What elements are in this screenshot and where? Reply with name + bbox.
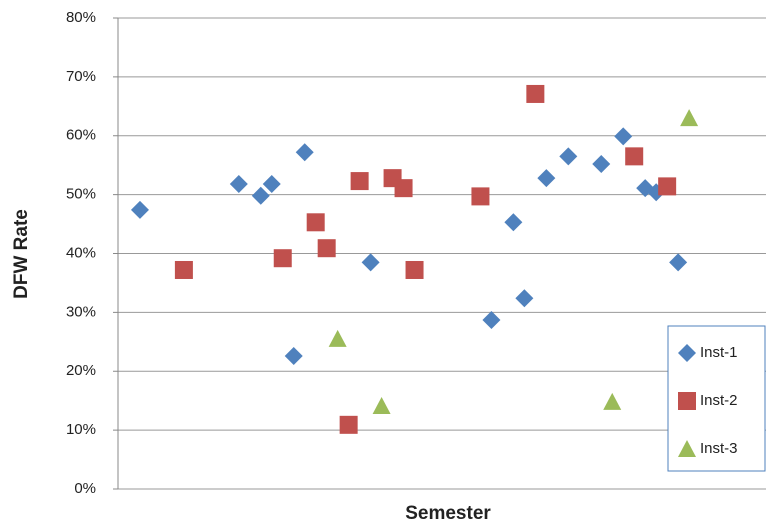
marker: [559, 147, 578, 166]
marker: [372, 396, 391, 414]
marker: [625, 147, 644, 166]
legend-marker: [678, 392, 696, 410]
legend-marker: [678, 440, 696, 457]
marker: [284, 346, 303, 365]
marker: [350, 172, 369, 191]
marker: [515, 289, 534, 308]
marker: [680, 109, 699, 127]
y-tick-label: 80%: [66, 9, 96, 26]
marker: [471, 187, 490, 206]
marker: [603, 392, 622, 410]
legend-label: Inst-2: [700, 392, 738, 409]
y-tick-label: 70%: [66, 68, 96, 85]
y-tick-label: 50%: [66, 186, 96, 203]
marker: [405, 260, 424, 279]
y-tick-label: 10%: [66, 421, 96, 438]
marker: [339, 415, 358, 434]
y-tick-label: 20%: [66, 362, 96, 379]
marker: [592, 155, 611, 174]
marker: [130, 200, 149, 219]
marker: [537, 169, 556, 188]
marker: [482, 311, 501, 330]
legend-label: Inst-1: [700, 344, 738, 361]
marker: [273, 249, 292, 268]
marker: [526, 84, 545, 103]
marker: [317, 239, 336, 258]
legend-label: Inst-3: [700, 440, 738, 457]
legend-marker: [678, 344, 696, 362]
marker: [251, 186, 270, 205]
y-tick-label: 40%: [66, 244, 96, 261]
marker: [262, 175, 281, 194]
marker: [394, 179, 413, 198]
marker: [658, 177, 677, 196]
marker: [614, 127, 633, 146]
marker: [174, 260, 193, 279]
y-axis-title: DFW Rate: [11, 209, 32, 299]
marker: [361, 253, 380, 272]
marker: [504, 213, 523, 232]
marker: [229, 175, 248, 194]
y-tick-label: 30%: [66, 303, 96, 320]
marker: [669, 253, 688, 272]
marker: [306, 213, 325, 232]
x-axis-title: Semester: [405, 503, 491, 524]
marker: [295, 143, 314, 162]
y-tick-label: 0%: [74, 480, 96, 497]
marker: [328, 329, 347, 347]
y-tick-label: 60%: [66, 127, 96, 144]
